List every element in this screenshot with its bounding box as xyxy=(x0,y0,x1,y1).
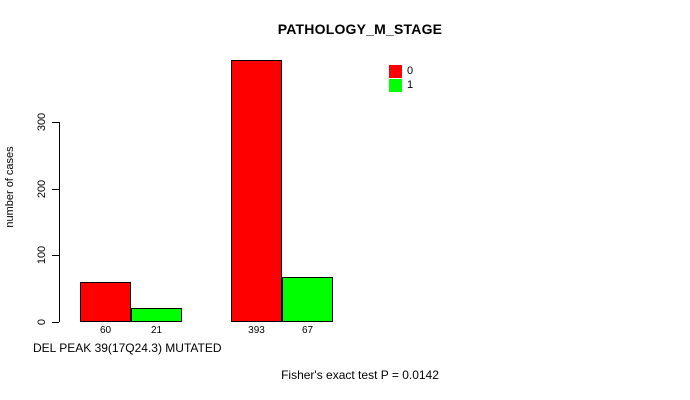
bar-1-group2 xyxy=(282,277,333,322)
y-tick-label: 200 xyxy=(36,179,48,198)
x-axis-label: DEL PEAK 39(17Q24.3) MUTATED xyxy=(33,341,222,355)
y-axis-tick xyxy=(52,255,59,257)
legend: 0 1 xyxy=(389,64,413,92)
bar-value-label: 60 xyxy=(99,325,112,336)
legend-swatch-red xyxy=(389,64,402,78)
legend-swatch-green xyxy=(389,78,402,92)
legend-entry-0: 0 xyxy=(389,64,413,78)
y-tick-label: 100 xyxy=(36,246,48,265)
chart-title: PATHOLOGY_M_STAGE xyxy=(277,21,443,37)
y-axis-tick xyxy=(52,188,59,190)
y-tick-label: 300 xyxy=(36,112,48,132)
y-axis-tick xyxy=(52,122,59,123)
legend-entry-1: 1 xyxy=(389,78,413,92)
y-axis-line xyxy=(59,122,60,322)
bar-value-label: 67 xyxy=(301,325,314,336)
bar-value-label: 393 xyxy=(248,325,265,336)
legend-label-0: 0 xyxy=(407,64,414,77)
y-axis-tick xyxy=(52,322,59,323)
legend-label-1: 1 xyxy=(407,78,414,91)
fisher-test-note: Fisher's exact test P = 0.0142 xyxy=(281,368,439,382)
bar-0-group1 xyxy=(80,282,131,322)
y-tick-label: 0 xyxy=(36,318,48,326)
bar-1-group1 xyxy=(131,308,182,322)
bar-0-group2 xyxy=(231,60,282,322)
bar-value-label: 21 xyxy=(150,325,163,336)
